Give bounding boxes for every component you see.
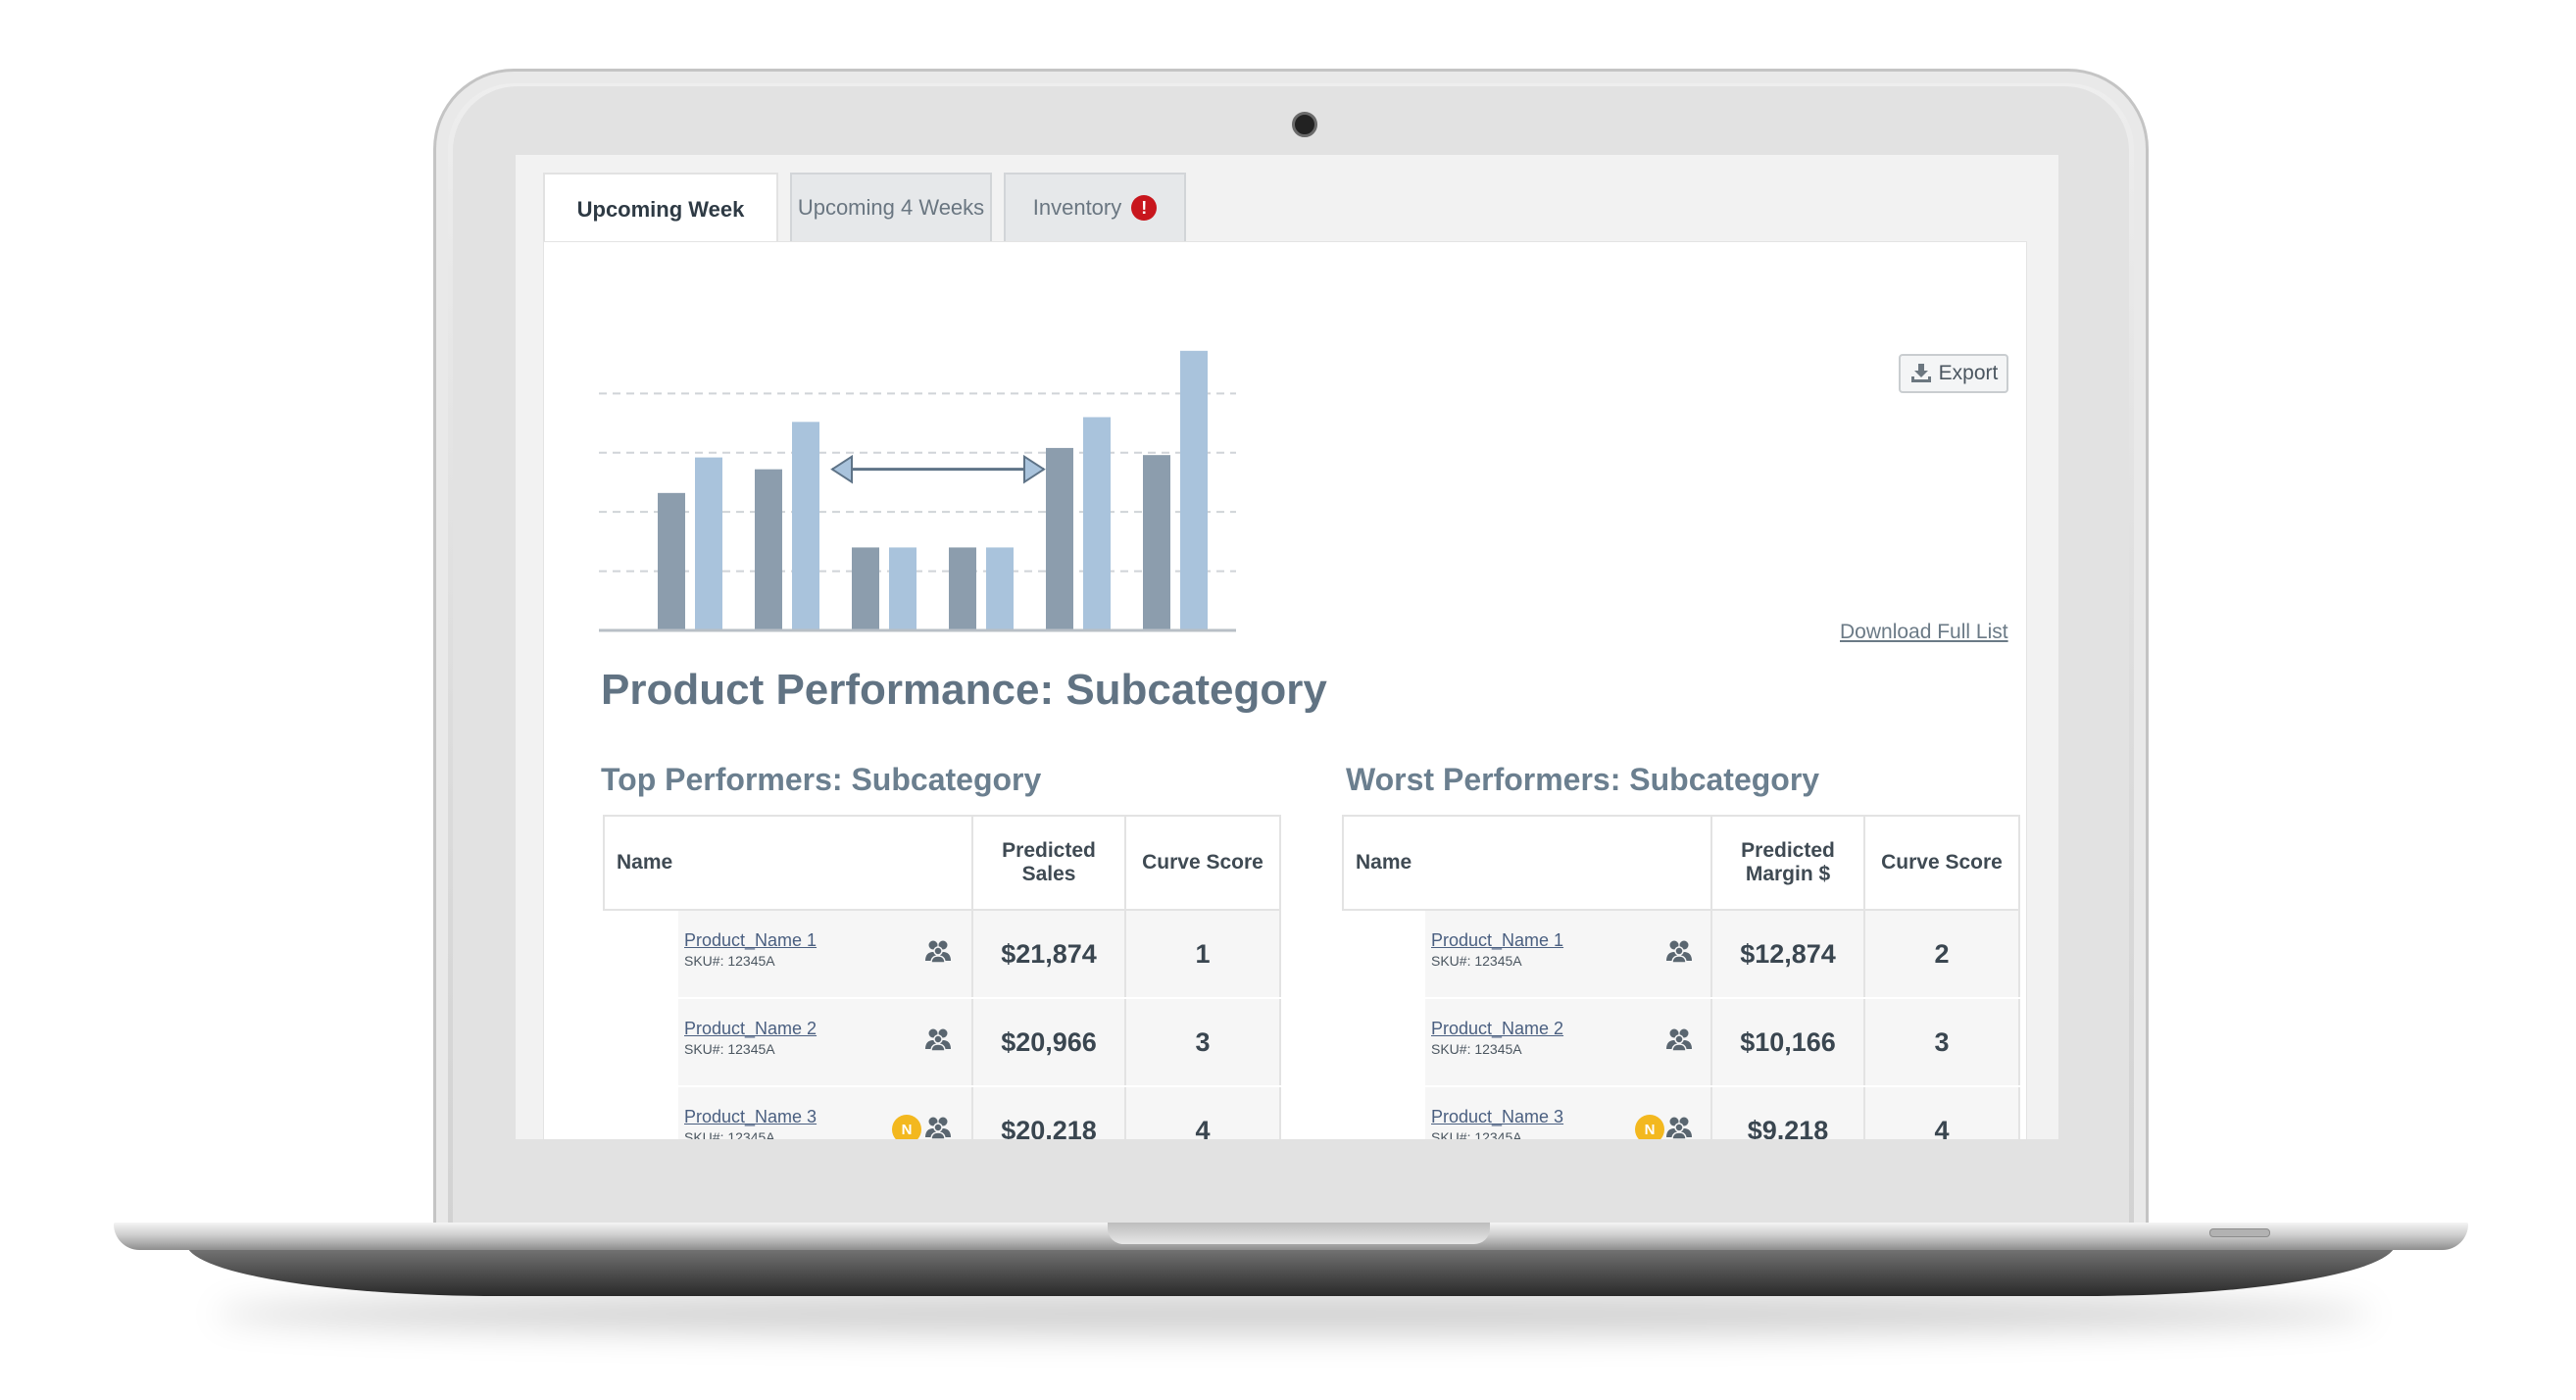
top-performers-title: Top Performers: Subcategory [601, 762, 1042, 797]
laptop-notch [1108, 1223, 1490, 1244]
laptop-shadow [216, 1292, 2372, 1335]
chart-bar [852, 547, 879, 630]
product-sku: SKU#: 12345A [1431, 1129, 1522, 1139]
column-header-name: Name [1341, 815, 1713, 911]
chart-bar [695, 457, 722, 630]
people-icon[interactable] [1664, 1116, 1694, 1139]
tab-label: Upcoming 4 Weeks [797, 195, 985, 220]
predicted-value: $20,966 [972, 998, 1127, 1087]
laptop-indicator [2209, 1228, 2270, 1237]
table-row: Product_Name 2 SKU#: 12345A $10,166 3 [1343, 998, 2021, 1087]
tab-upcoming-4-weeks[interactable]: Upcoming 4 Weeks [790, 173, 992, 241]
download-full-list-link[interactable]: Download Full List [1840, 621, 2008, 643]
row-spacer [604, 1086, 678, 1139]
product-cell: Product_Name 1 SKU#: 12345A [1425, 910, 1713, 999]
row-spacer [604, 910, 678, 998]
column-header-predicted-margin: Predicted Margin $ [1710, 815, 1866, 911]
alert-icon: ! [1131, 195, 1158, 221]
tab-label: Upcoming Week [576, 197, 745, 222]
app-screen: Upcoming Week Upcoming 4 Weeks Inventory… [516, 155, 2058, 1139]
product-sku: SKU#: 12345A [1431, 1041, 1522, 1057]
product-sku: SKU#: 12345A [684, 953, 775, 969]
table-row: Product_Name 3 SKU#: 12345A N $20,218 4 [604, 1086, 1282, 1139]
predicted-value: $10,166 [1711, 998, 1866, 1087]
product-name-link[interactable]: Product_Name 3 [1431, 1107, 1564, 1126]
sales-bar-chart [599, 350, 1236, 632]
worst-performers-title: Worst Performers: Subcategory [1346, 762, 1820, 797]
curve-score: 2 [1864, 910, 2021, 999]
tab-label: Inventory [1032, 195, 1122, 220]
predicted-value: $12,874 [1711, 910, 1866, 999]
column-header-curve-score: Curve Score [1863, 815, 2021, 911]
chart-arrow-head-left [830, 454, 853, 484]
tab-upcoming-week[interactable]: Upcoming Week [543, 173, 778, 245]
page-title: Product Performance: Subcategory [601, 666, 1327, 714]
chart-arrow-head-right [1023, 454, 1046, 484]
chart-bar [986, 547, 1014, 630]
chart-bar [1143, 455, 1170, 630]
product-name-link[interactable]: Product_Name 2 [1431, 1019, 1564, 1038]
product-cell: Product_Name 2 SKU#: 12345A [1425, 998, 1713, 1087]
people-icon[interactable] [1664, 939, 1694, 963]
chart-bar [658, 492, 685, 630]
export-label: Export [1938, 362, 1999, 384]
chart-bar [755, 469, 782, 630]
product-name-link[interactable]: Product_Name 1 [1431, 930, 1564, 950]
table-row: Product_Name 3 SKU#: 12345A N $9,218 4 [1343, 1086, 2021, 1139]
chart-bar [949, 547, 976, 630]
curve-score: 3 [1125, 998, 1282, 1087]
curve-score: 1 [1125, 910, 1282, 999]
predicted-value: $9,218 [1711, 1086, 1866, 1139]
table-row: Product_Name 2 SKU#: 12345A $20,966 3 [604, 998, 1282, 1087]
product-name-link[interactable]: Product_Name 2 [684, 1019, 817, 1038]
table-body: Product_Name 1 SKU#: 12345A $21,874 1 Produc… [604, 910, 1282, 1139]
table-row: Product_Name 1 SKU#: 12345A $21,874 1 [604, 910, 1282, 999]
row-spacer [1343, 998, 1425, 1086]
tab-inventory[interactable]: Inventory ! [1004, 173, 1186, 241]
product-cell: Product_Name 1 SKU#: 12345A [678, 910, 974, 999]
people-icon[interactable] [923, 1027, 953, 1051]
product-cell: Product_Name 2 SKU#: 12345A [678, 998, 974, 1087]
download-icon [1910, 364, 1931, 382]
top-performers-table: Name Predicted Sales Curve Score Product… [602, 815, 1282, 1139]
table-body: Product_Name 1 SKU#: 12345A $12,874 2 Produc… [1343, 910, 2021, 1139]
curve-score: 4 [1125, 1086, 1282, 1139]
export-button[interactable]: Export [1899, 354, 2008, 393]
chart-bar [1046, 447, 1073, 630]
column-header-name: Name [602, 815, 974, 911]
people-icon[interactable] [923, 939, 953, 963]
curve-score: 3 [1864, 998, 2021, 1087]
table-row: Product_Name 1 SKU#: 12345A $12,874 2 [1343, 910, 2021, 999]
chart-bar [889, 547, 916, 630]
curve-score: 4 [1864, 1086, 2021, 1139]
people-icon[interactable] [923, 1116, 953, 1139]
camera-icon [1292, 112, 1317, 137]
predicted-value: $20,218 [972, 1086, 1127, 1139]
new-badge: N [1635, 1115, 1664, 1139]
chart-bar [1083, 417, 1111, 630]
column-header-curve-score: Curve Score [1124, 815, 1282, 911]
content-panel: Export Download Full List Product Perfor… [543, 241, 2027, 1139]
row-spacer [604, 998, 678, 1086]
product-sku: SKU#: 12345A [684, 1041, 775, 1057]
product-name-link[interactable]: Product_Name 1 [684, 930, 817, 950]
product-cell: Product_Name 3 SKU#: 12345A N [678, 1086, 974, 1139]
row-spacer [1343, 910, 1425, 998]
column-header-predicted-sales: Predicted Sales [971, 815, 1127, 911]
laptop-base-bottom [186, 1243, 2396, 1296]
row-spacer [1343, 1086, 1425, 1139]
product-sku: SKU#: 12345A [684, 1129, 775, 1139]
product-name-link[interactable]: Product_Name 3 [684, 1107, 817, 1126]
new-badge: N [892, 1115, 921, 1139]
predicted-value: $21,874 [972, 910, 1127, 999]
worst-performers-table: Name Predicted Margin $ Curve Score Prod… [1341, 815, 2021, 1139]
people-icon[interactable] [1664, 1027, 1694, 1051]
product-cell: Product_Name 3 SKU#: 12345A N [1425, 1086, 1713, 1139]
chart-bar [1180, 350, 1208, 630]
chart-bar [792, 422, 819, 630]
product-sku: SKU#: 12345A [1431, 953, 1522, 969]
